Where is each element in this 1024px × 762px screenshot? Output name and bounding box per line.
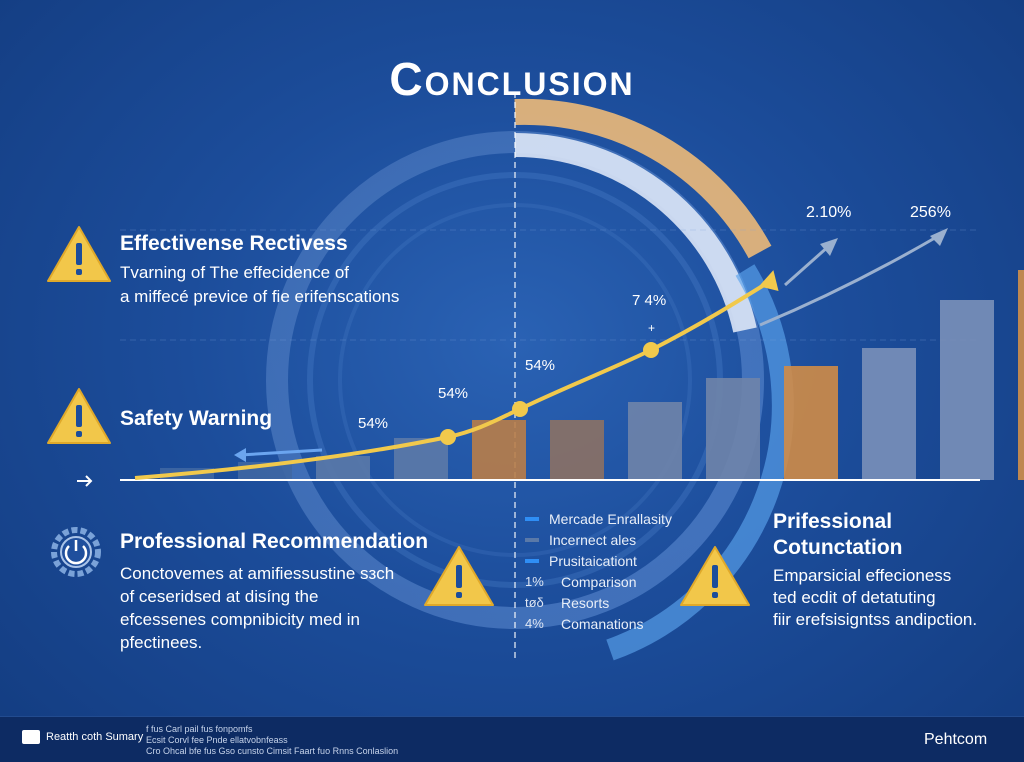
bar-8	[706, 378, 760, 480]
warning-icon	[680, 546, 750, 606]
recommendation-text-3: efcessenes compnibicity med in	[120, 610, 361, 629]
legend-item: Prusitaicationt	[525, 550, 725, 571]
consultation-heading-2: Cotunctation	[773, 536, 903, 559]
blue-arc	[606, 264, 794, 661]
recommendation-text-4: pfectinees.	[120, 633, 203, 652]
gray-trend-line-2	[784, 243, 831, 287]
effectiveness-heading: Effectivense Rectivess	[120, 232, 348, 255]
trend-point-2	[512, 401, 528, 417]
safety-warning-heading: Safety Warning	[120, 407, 273, 430]
legend-label: Incernect ales	[549, 531, 637, 548]
gray-arrowhead-2	[820, 238, 838, 256]
left-blue-arrow-line	[239, 448, 323, 457]
legend-label: Comanations	[561, 615, 644, 632]
trend-point-3	[643, 342, 659, 358]
legend-swatch	[525, 537, 539, 542]
bars-group	[160, 270, 1024, 480]
footer-bar: Reatth coth Sumary f fus Carl pail fus f…	[0, 716, 1024, 762]
legend-item: Mercade Enrallasity	[525, 508, 725, 529]
legend-item: 1% Comparison	[525, 571, 725, 592]
recommendation-text-1: Conctovemes at amifiessustine ѕзch	[120, 564, 395, 583]
consultation-text-1: Emparsicial effecioness	[773, 566, 952, 585]
left-blue-arrowhead	[234, 448, 246, 462]
data-label-4: 7 4%	[632, 292, 666, 309]
warning-icon	[424, 546, 494, 606]
legend-prefix: 1%	[525, 574, 544, 589]
legend-item: Incernect ales	[525, 529, 725, 550]
legend: Mercade Enrallasity Incernect ales Prusi…	[525, 508, 725, 634]
data-label-3: 54%	[525, 357, 555, 374]
data-label-1: 54%	[358, 415, 388, 432]
orange-arc	[514, 98, 772, 259]
power-gear-icon	[51, 527, 101, 577]
data-label-2: 54%	[438, 385, 468, 402]
legend-label: Resorts	[561, 594, 610, 611]
legend-swatch	[525, 558, 539, 563]
legend-item: tøδ Resorts	[525, 592, 725, 613]
legend-label: Comparison	[561, 573, 637, 590]
bar-9	[784, 366, 838, 480]
legend-swatch	[525, 516, 539, 521]
bar-10	[862, 348, 916, 480]
footer-small-text-2: Ecsit Corvl fee Pnde ellatvobnfeass	[146, 735, 288, 745]
consultation-text-2: ted ecdit of detatuting	[773, 588, 936, 607]
warning-icon	[47, 226, 111, 282]
recommendation-heading: Professional Recommendation	[120, 530, 429, 553]
recommendation-text-2: of ceseridsed at disíng the	[120, 587, 319, 606]
gray-trend-line-1	[759, 233, 941, 327]
legend-prefix: tøδ	[525, 595, 544, 610]
bar-3	[316, 456, 370, 480]
bar-12	[1018, 270, 1024, 480]
legend-prefix: 4%	[525, 616, 544, 631]
trend-arrowhead	[759, 270, 779, 292]
legend-item: 4% Comanations	[525, 613, 725, 634]
warning-icon	[47, 388, 111, 444]
effectiveness-text-1: Tvarning of The effecidence of	[120, 263, 350, 282]
plus-mark: +	[648, 321, 655, 335]
gray-arrowhead-1	[930, 228, 948, 246]
footer-small-text-3: Cro Ohcal bfe fus Gso cunsto Cimsit Faar…	[146, 746, 399, 756]
footer-small-text-1: f fus Carl pail fus fonpomfs	[146, 724, 253, 734]
top-label-2: 256%	[910, 204, 951, 221]
footer-brand: Pehtcom	[924, 731, 988, 748]
legend-label: Mercade Enrallasity	[549, 510, 672, 527]
top-label-1: 2.10%	[806, 204, 851, 221]
consultation-text-3: fiir erefsisigntss andipction.	[773, 610, 978, 629]
footer-logo-icon	[22, 730, 40, 744]
trend-point-1	[440, 429, 456, 445]
light-arc	[514, 132, 757, 333]
legend-label: Prusitaicationt	[549, 552, 637, 569]
arrow-right-icon	[77, 475, 93, 487]
bar-11	[940, 300, 994, 480]
bar-6	[550, 420, 604, 480]
footer-left-label: Reatth coth Sumary	[46, 731, 144, 743]
page-title: Conclusion	[389, 53, 635, 105]
effectiveness-text-2: a miffecé previce of fie erifenscations	[120, 287, 400, 306]
bar-7	[628, 402, 682, 480]
bar-5	[472, 420, 526, 480]
consultation-heading-1: Prifessional	[773, 510, 893, 533]
